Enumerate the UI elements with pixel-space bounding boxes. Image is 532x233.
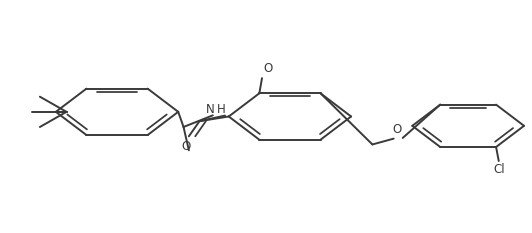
Text: N: N <box>206 103 214 116</box>
Text: O: O <box>393 123 402 136</box>
Text: O: O <box>264 62 273 75</box>
Text: H: H <box>217 103 226 116</box>
Text: O: O <box>181 140 191 154</box>
Text: Cl: Cl <box>493 163 504 176</box>
